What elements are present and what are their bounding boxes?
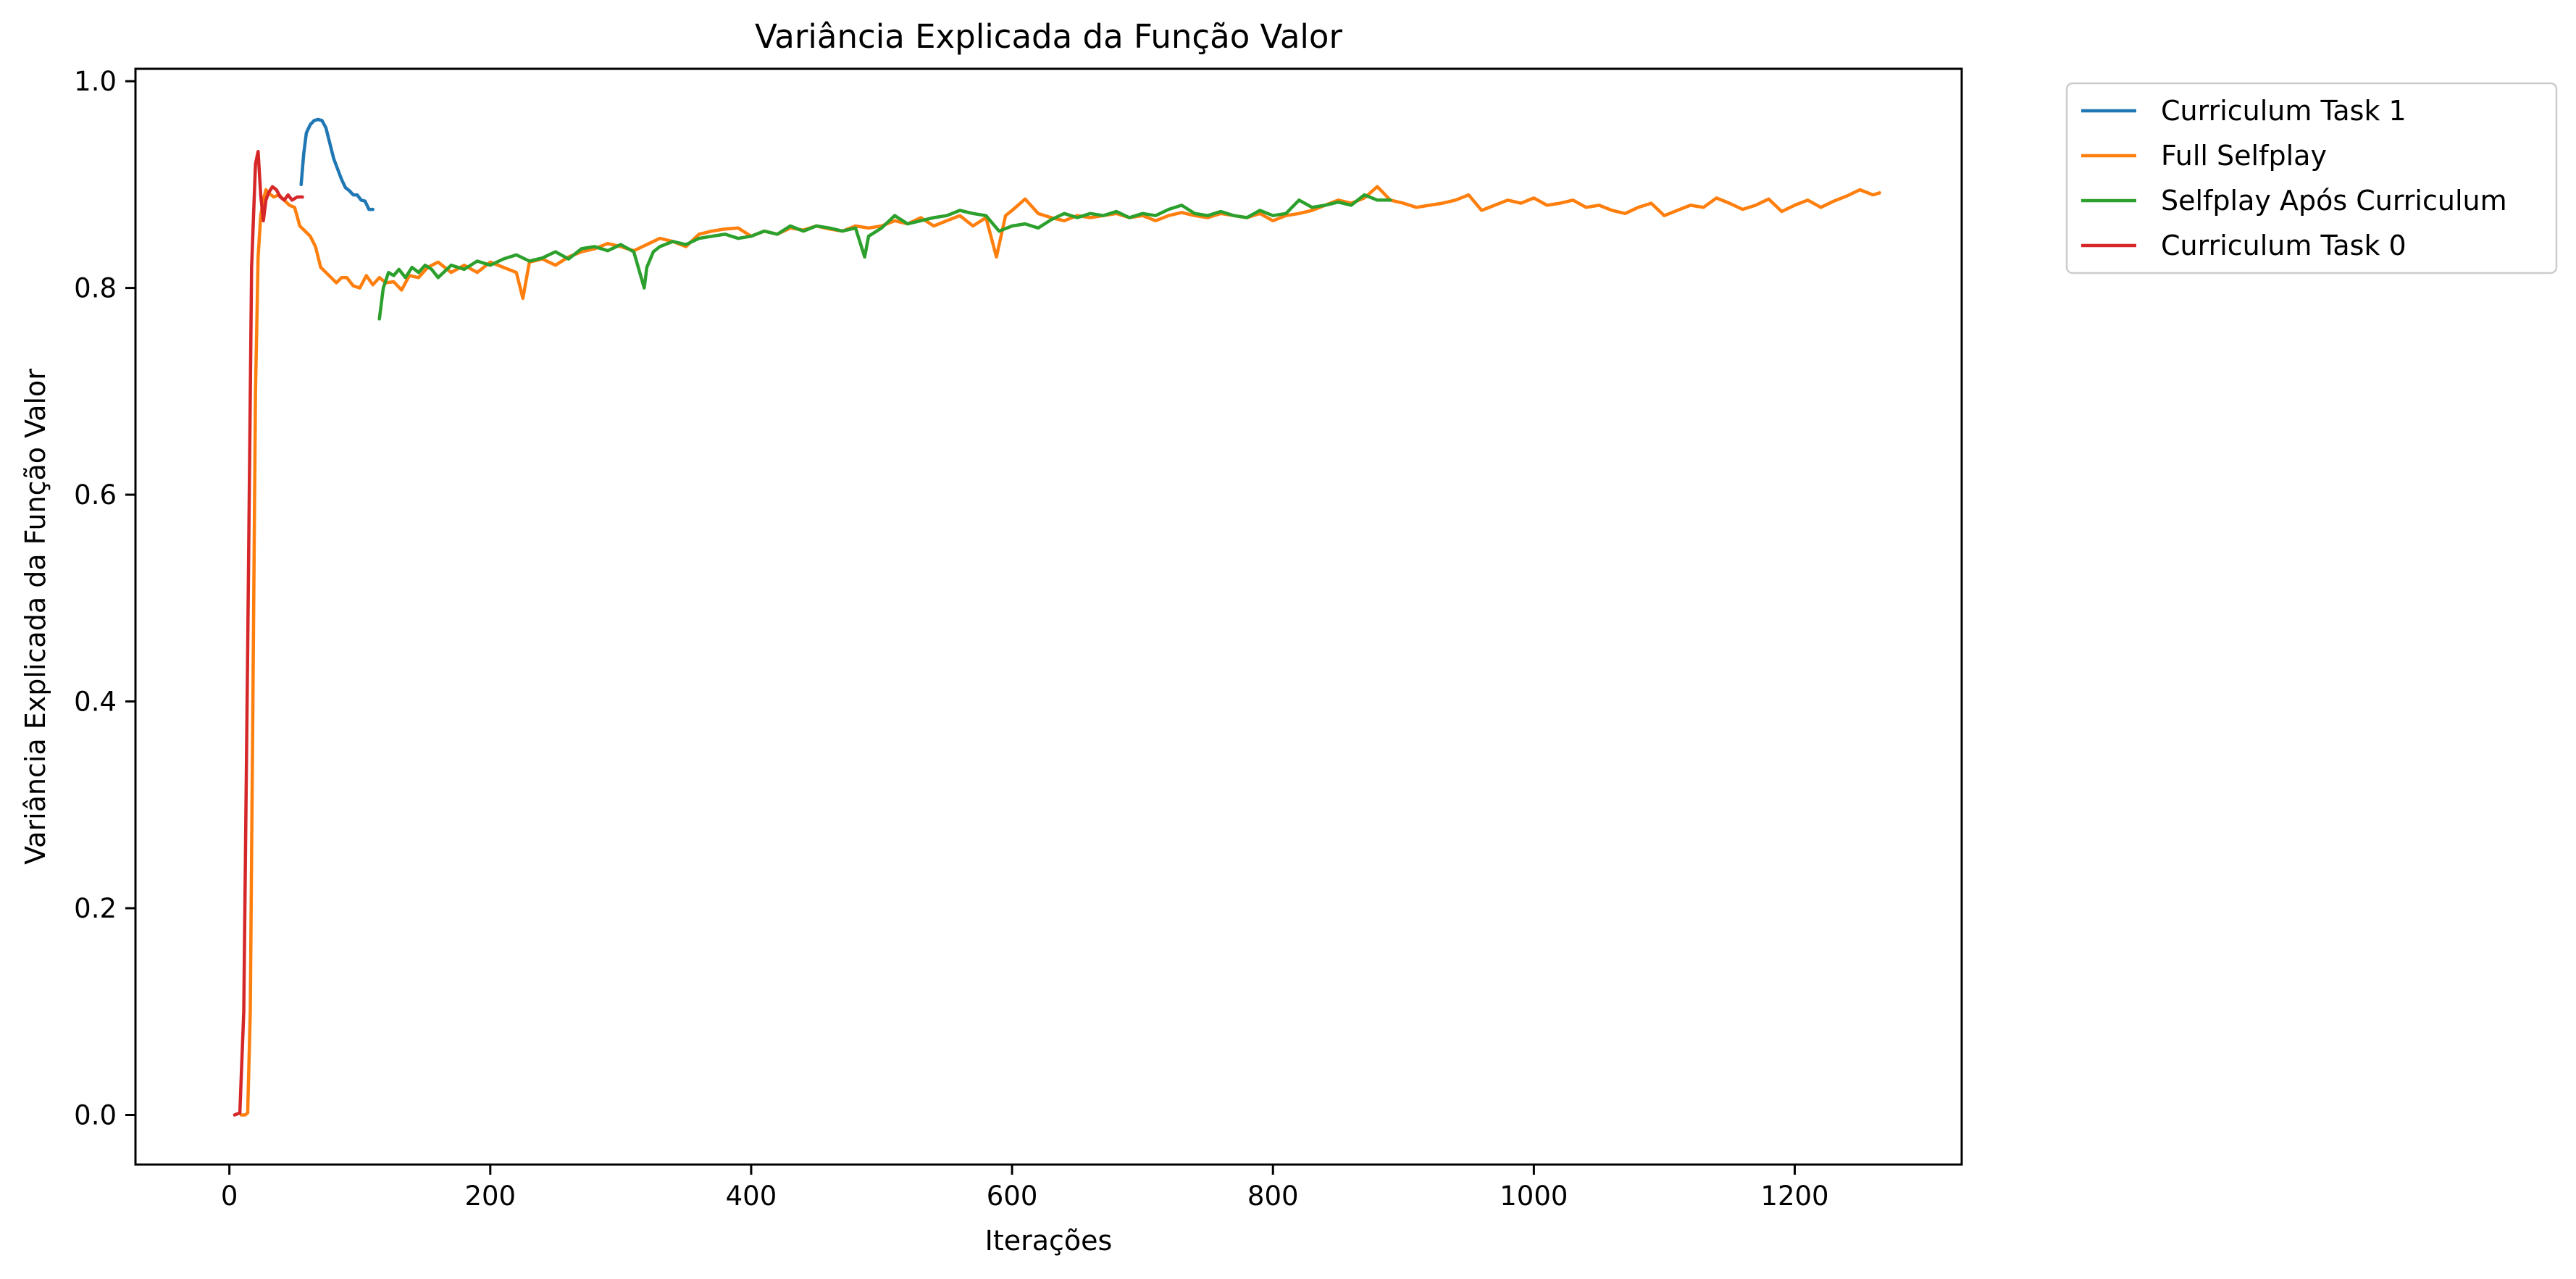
y-tick-label: 1.0: [74, 66, 117, 97]
legend: Curriculum Task 1 Full Selfplay Selfplay A…: [2065, 82, 2558, 274]
plot-frame: [134, 67, 1963, 1166]
legend-label-curriculum-task-0: Curriculum Task 0: [2161, 230, 2406, 261]
y-tick-label: 0.6: [74, 479, 117, 511]
y-tick-label: 0.4: [74, 687, 117, 718]
y-tick-label: 0.2: [74, 893, 117, 924]
x-tick-label: 600: [987, 1181, 1038, 1212]
series-line-curriculum-task-1: [299, 117, 375, 211]
legend-box: [2065, 82, 2558, 274]
series-line-curriculum-task-0: [233, 149, 304, 1117]
y-axis-label: Variância Explicada da Função Valor: [20, 369, 51, 865]
series-line-full-selfplay: [239, 185, 1881, 1117]
y-tick-label: 0.8: [74, 273, 117, 304]
x-axis: 0 200 400 600 800 1000 1200: [221, 1165, 1829, 1212]
y-tick-label: 0.0: [74, 1099, 117, 1131]
chart-title: Variância Explicada da Função Valor: [755, 17, 1342, 56]
x-tick-label: 400: [726, 1181, 777, 1212]
legend-label-curriculum-task-1: Curriculum Task 1: [2161, 95, 2406, 127]
x-tick-label: 1200: [1760, 1181, 1828, 1212]
x-tick-label: 200: [464, 1181, 516, 1212]
y-axis: 0.0 0.2 0.4 0.6 0.8 1.0: [74, 66, 135, 1131]
series-line-selfplay-apos-curriculum: [377, 193, 1392, 321]
x-tick-label: 1000: [1500, 1181, 1568, 1212]
legend-label-full-selfplay: Full Selfplay: [2161, 140, 2327, 172]
x-axis-label: Iterações: [985, 1225, 1113, 1257]
series-lines: [233, 117, 1881, 1117]
x-tick-label: 0: [221, 1181, 238, 1212]
x-tick-label: 800: [1247, 1181, 1299, 1212]
legend-label-selfplay-apos-curriculum: Selfplay Após Curriculum: [2161, 185, 2507, 217]
